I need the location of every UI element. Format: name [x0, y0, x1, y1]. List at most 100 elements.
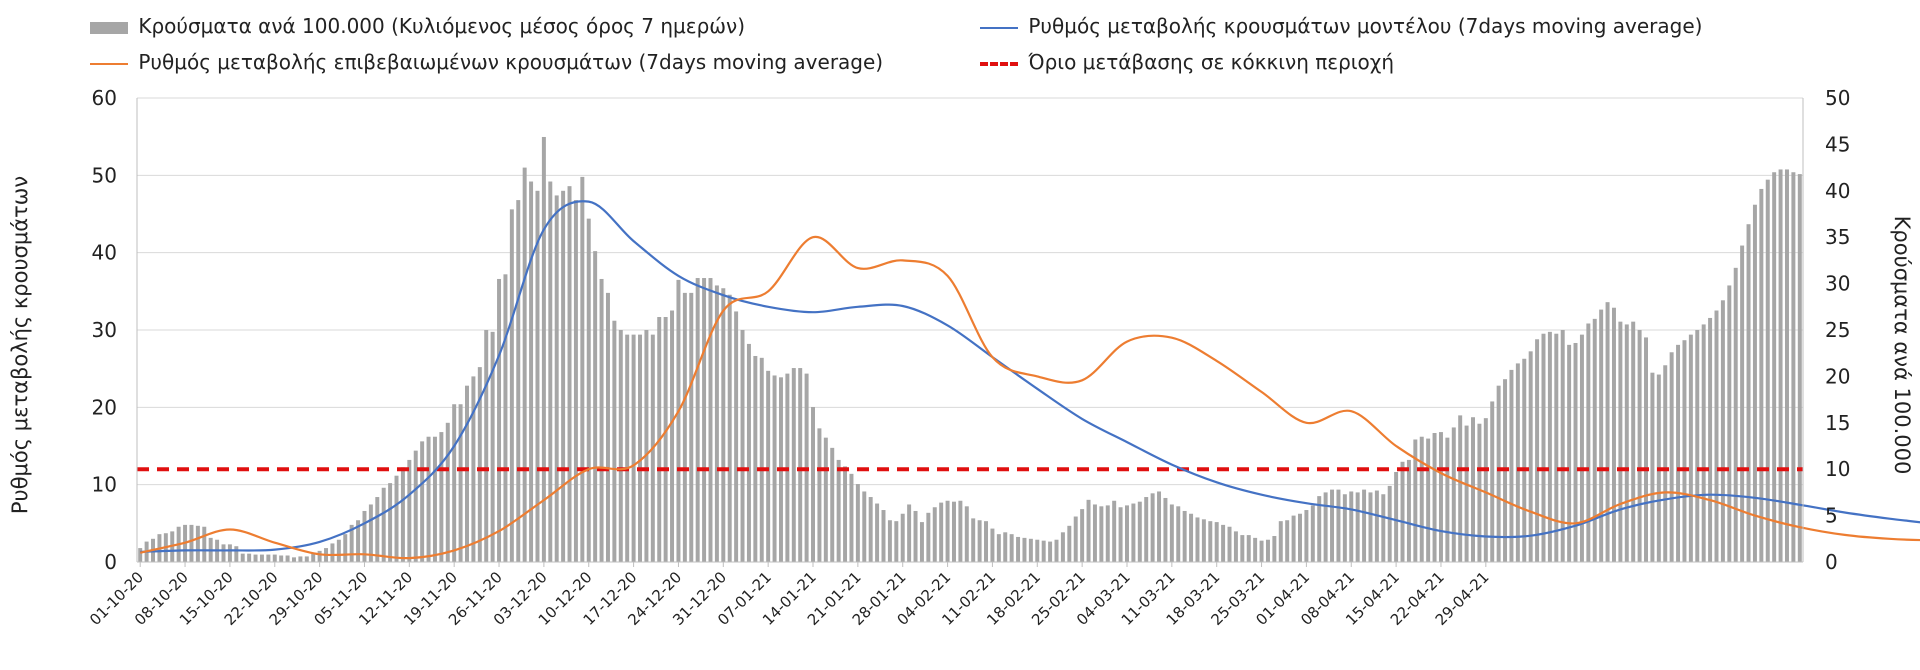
y-axis-right-title: Κρούσματα ανά 100.000 — [1890, 216, 1914, 475]
bar — [727, 294, 732, 562]
bar — [1304, 510, 1309, 562]
bar — [708, 278, 713, 562]
bar — [1028, 538, 1033, 562]
bar — [1374, 490, 1379, 562]
bar — [311, 552, 316, 562]
bar — [1099, 506, 1104, 562]
bar — [1688, 334, 1693, 562]
bar — [964, 506, 969, 562]
bar — [1413, 439, 1418, 562]
bar — [1669, 352, 1674, 562]
bar — [1599, 309, 1604, 562]
bar — [1355, 492, 1360, 562]
bar — [1336, 489, 1341, 562]
bar — [535, 190, 540, 563]
bar — [830, 447, 835, 562]
bar — [1330, 489, 1335, 562]
gridlines — [137, 97, 1803, 486]
bar — [689, 292, 694, 562]
bar — [1733, 267, 1738, 562]
bar — [1125, 505, 1129, 562]
bar — [746, 343, 751, 562]
bar — [990, 528, 995, 562]
bar — [1317, 496, 1322, 562]
bar — [503, 274, 508, 562]
bar — [958, 500, 963, 562]
bar — [138, 548, 143, 562]
bar — [573, 200, 578, 562]
bar — [285, 555, 290, 562]
bar — [477, 367, 482, 562]
bar — [471, 376, 476, 562]
y-right-tick-label: 30 — [1825, 272, 1850, 296]
bar — [753, 355, 758, 562]
bar — [791, 368, 796, 562]
bar — [855, 484, 860, 562]
y-right-tick-label: 5 — [1825, 504, 1838, 528]
confirmed-rate-line — [139, 236, 1920, 560]
bar — [1637, 330, 1642, 562]
bar — [1150, 493, 1155, 562]
bar — [599, 278, 604, 562]
bar — [1567, 344, 1572, 562]
y-left-tick-label: 0 — [104, 550, 117, 574]
bar — [381, 487, 386, 562]
bar — [227, 544, 232, 562]
bar — [811, 407, 815, 562]
bar — [1406, 459, 1411, 562]
axes — [136, 98, 1804, 563]
bar — [1157, 491, 1162, 562]
bar — [1201, 519, 1206, 562]
bar — [843, 466, 848, 562]
bar — [1695, 330, 1700, 562]
legend-item-threshold: Όριο μετάβασης σε κόκκινη περιοχή — [980, 50, 1394, 74]
y-axis-left-title: Ρυθμός μεταβολής κρουσμάτων — [8, 176, 32, 514]
bar — [977, 520, 982, 562]
bar — [1618, 321, 1623, 562]
bar — [1778, 169, 1783, 562]
bar — [202, 526, 207, 562]
bar — [932, 507, 937, 562]
bar — [1708, 317, 1713, 562]
bar — [189, 524, 194, 562]
bar — [1291, 515, 1296, 562]
y-left-tick-label: 10 — [92, 473, 117, 497]
bar — [1368, 492, 1373, 562]
bar — [1144, 497, 1149, 562]
bar — [1189, 513, 1194, 562]
bar — [1682, 340, 1687, 562]
bar — [375, 497, 380, 562]
bar — [336, 539, 341, 562]
y-left-tick-label: 50 — [92, 163, 117, 187]
bar — [1003, 532, 1008, 562]
bar — [1592, 318, 1597, 562]
bar — [330, 543, 335, 562]
bar — [497, 278, 502, 562]
bar — [426, 436, 431, 562]
bar — [1714, 310, 1719, 562]
bar — [823, 437, 828, 562]
bar — [702, 278, 707, 562]
y-left-tick-label: 20 — [92, 395, 117, 419]
bar — [548, 181, 553, 562]
bar — [1272, 536, 1277, 562]
bar — [881, 510, 886, 562]
bar — [1490, 401, 1495, 562]
bar — [266, 554, 271, 562]
bar — [1727, 285, 1732, 562]
legend-label-confirmed: Ρυθμός μεταβολής επιβεβαιωμένων κρουσμάτ… — [138, 50, 884, 74]
bar — [1169, 504, 1174, 562]
bar — [1298, 513, 1302, 562]
bar — [1080, 509, 1085, 562]
bar — [1387, 485, 1392, 562]
bar — [1496, 385, 1501, 562]
bar — [362, 510, 367, 562]
legend-item-model: Ρυθμός μεταβολής κρουσμάτων μοντέλου (7d… — [980, 14, 1702, 38]
bar — [625, 334, 630, 562]
bar — [740, 330, 745, 562]
bar — [644, 330, 649, 562]
bar — [1048, 541, 1053, 562]
legend-swatch-confirmed — [90, 62, 128, 65]
